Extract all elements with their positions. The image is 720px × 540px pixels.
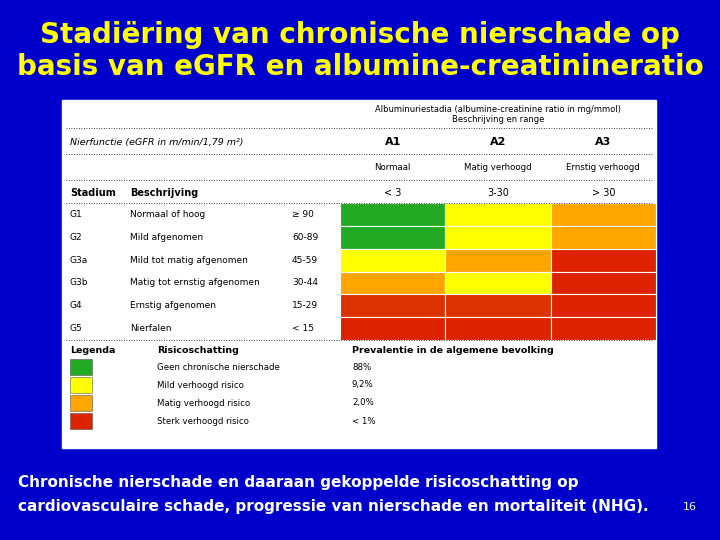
Text: 16: 16 xyxy=(683,502,697,512)
Bar xyxy=(70,359,92,375)
Text: Chronische nierschade en daaraan gekoppelde risicoschatting op: Chronische nierschade en daaraan gekoppe… xyxy=(18,476,578,490)
Text: G4: G4 xyxy=(70,301,83,310)
Bar xyxy=(70,395,92,411)
Text: G2: G2 xyxy=(70,233,83,242)
Bar xyxy=(340,294,446,317)
Text: Risicoschatting: Risicoschatting xyxy=(157,346,239,355)
Bar xyxy=(551,248,656,272)
Text: cardiovasculaire schade, progressie van nierschade en mortaliteit (NHG).: cardiovasculaire schade, progressie van … xyxy=(18,500,649,515)
Text: ≥ 90: ≥ 90 xyxy=(292,210,314,219)
Bar xyxy=(340,272,446,294)
Text: Albuminuriestadia (albumine-creatinine ratio in mg/mmol): Albuminuriestadia (albumine-creatinine r… xyxy=(375,105,621,114)
Text: 45-59: 45-59 xyxy=(292,255,318,265)
Bar xyxy=(70,413,92,429)
Text: > 30: > 30 xyxy=(592,188,615,198)
Text: Beschrijving: Beschrijving xyxy=(130,188,198,198)
Text: 2,0%: 2,0% xyxy=(352,399,374,408)
Text: basis van eGFR en albumine-creatinineratio: basis van eGFR en albumine-creatininerat… xyxy=(17,53,703,81)
Bar xyxy=(446,248,551,272)
Bar xyxy=(446,203,551,226)
Bar xyxy=(340,317,446,340)
Bar xyxy=(551,317,656,340)
Text: 88%: 88% xyxy=(352,362,372,372)
Bar xyxy=(340,248,446,272)
Text: Normaal: Normaal xyxy=(374,164,411,172)
Text: G3b: G3b xyxy=(70,279,89,287)
Text: 3-30: 3-30 xyxy=(487,188,509,198)
Bar xyxy=(340,226,446,248)
Text: Ernstig afgenomen: Ernstig afgenomen xyxy=(130,301,216,310)
Text: Nierfunctie (eGFR in m/min/1,79 m²): Nierfunctie (eGFR in m/min/1,79 m²) xyxy=(70,138,243,146)
Text: Matig tot ernstig afgenomen: Matig tot ernstig afgenomen xyxy=(130,279,260,287)
Text: 15-29: 15-29 xyxy=(292,301,318,310)
Text: Ernstig verhoogd: Ernstig verhoogd xyxy=(567,164,640,172)
Text: Mild verhoogd risico: Mild verhoogd risico xyxy=(157,381,244,389)
Bar xyxy=(446,294,551,317)
Text: G5: G5 xyxy=(70,324,83,333)
Text: Beschrijving en range: Beschrijving en range xyxy=(452,116,544,125)
Text: Mild afgenomen: Mild afgenomen xyxy=(130,233,203,242)
Bar xyxy=(70,377,92,393)
Text: Matig verhoogd risico: Matig verhoogd risico xyxy=(157,399,250,408)
Text: 9,2%: 9,2% xyxy=(352,381,374,389)
Text: Mild tot matig afgenomen: Mild tot matig afgenomen xyxy=(130,255,248,265)
Bar xyxy=(551,272,656,294)
Bar xyxy=(551,226,656,248)
Text: Nierfalen: Nierfalen xyxy=(130,324,171,333)
Text: Stadium: Stadium xyxy=(70,188,116,198)
Bar xyxy=(446,226,551,248)
Bar xyxy=(551,294,656,317)
Text: G1: G1 xyxy=(70,210,83,219)
Text: < 15: < 15 xyxy=(292,324,314,333)
Bar xyxy=(340,203,446,226)
Text: Matig verhoogd: Matig verhoogd xyxy=(464,164,532,172)
Text: Normaal of hoog: Normaal of hoog xyxy=(130,210,205,219)
Text: Stadiëring van chronische nierschade op: Stadiëring van chronische nierschade op xyxy=(40,21,680,49)
Text: < 3: < 3 xyxy=(384,188,401,198)
Bar xyxy=(551,203,656,226)
Text: Geen chronische nierschade: Geen chronische nierschade xyxy=(157,362,280,372)
Text: 60-89: 60-89 xyxy=(292,233,318,242)
Text: 30-44: 30-44 xyxy=(292,279,318,287)
Bar xyxy=(446,272,551,294)
Bar xyxy=(62,100,656,448)
Text: Prevalentie in de algemene bevolking: Prevalentie in de algemene bevolking xyxy=(352,346,554,355)
Text: A2: A2 xyxy=(490,137,506,147)
Text: Legenda: Legenda xyxy=(70,346,115,355)
Text: A1: A1 xyxy=(384,137,401,147)
Text: Sterk verhoogd risico: Sterk verhoogd risico xyxy=(157,416,249,426)
Text: < 1%: < 1% xyxy=(352,416,376,426)
Bar xyxy=(446,317,551,340)
Text: G3a: G3a xyxy=(70,255,89,265)
Text: A3: A3 xyxy=(595,137,611,147)
